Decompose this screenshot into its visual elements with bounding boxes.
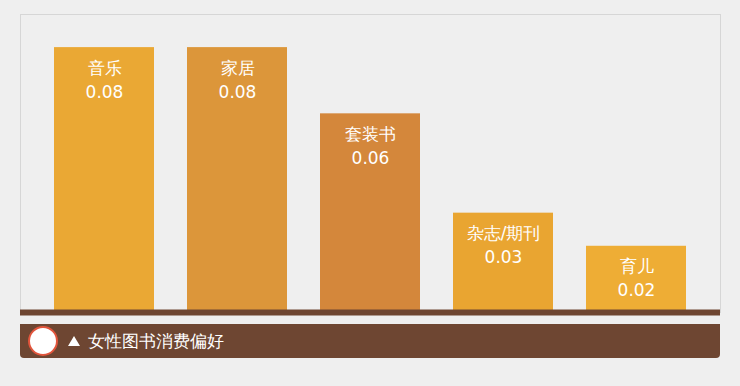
svg-text:育儿: 育儿 [620,256,654,276]
svg-text:音乐: 音乐 [88,58,122,78]
svg-text:0.02: 0.02 [618,280,656,300]
svg-text:0.08: 0.08 [86,82,124,102]
svg-text:杂志/期刊: 杂志/期刊 [467,223,541,243]
svg-text:0.08: 0.08 [219,82,257,102]
svg-text:家居: 家居 [221,58,255,78]
svg-text:套装书: 套装书 [345,124,396,144]
svg-text:0.06: 0.06 [352,148,390,168]
html-text:女性图书消费偏好: 女性图书消费偏好 [88,330,224,351]
svg-text:0.03: 0.03 [485,247,523,267]
